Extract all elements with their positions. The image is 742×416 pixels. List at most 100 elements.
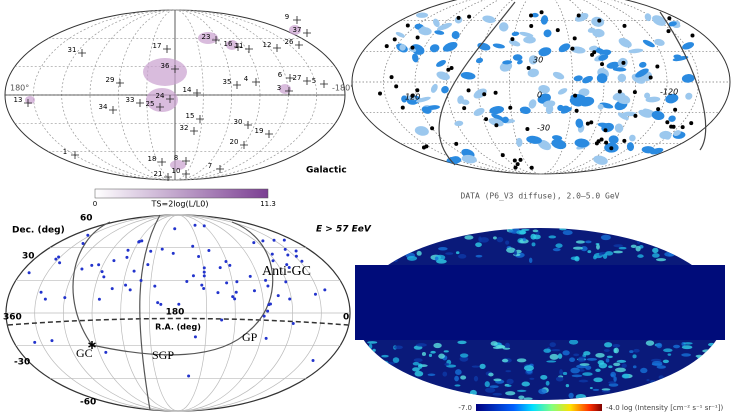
point-source <box>430 126 434 130</box>
intensity-patch <box>683 382 693 387</box>
point-source <box>556 28 560 32</box>
intensity-patch <box>574 256 579 261</box>
event <box>177 303 180 306</box>
intensity-patch <box>572 375 583 378</box>
event <box>312 359 315 362</box>
source-label: 6 <box>278 71 283 79</box>
intensity-patch <box>411 377 417 381</box>
gp-label: GP <box>242 330 258 344</box>
intensity-patch <box>652 248 658 253</box>
intensity-patch <box>590 387 593 389</box>
event <box>124 284 127 287</box>
intensity-patch <box>711 232 715 236</box>
point-source <box>622 139 626 143</box>
intensity-patch <box>464 235 473 239</box>
event <box>261 239 264 242</box>
event <box>194 224 197 227</box>
event <box>286 253 289 256</box>
masked-band <box>355 265 725 340</box>
intensity-patch <box>548 235 556 238</box>
event <box>269 303 272 306</box>
intensity-patch <box>666 394 670 396</box>
event <box>191 245 194 248</box>
intensity-patch <box>555 243 562 248</box>
intensity-patch <box>505 370 511 372</box>
source-label: 9 <box>285 13 289 21</box>
intensity-patch <box>710 392 716 397</box>
ra-label: 0 <box>343 313 349 323</box>
intensity-patch <box>407 256 417 261</box>
intensity-patch <box>529 378 534 380</box>
event <box>54 258 57 261</box>
point-source <box>393 37 397 41</box>
intensity-patch <box>438 354 445 359</box>
intensity-patch <box>457 227 465 232</box>
event <box>173 227 176 230</box>
point-source <box>519 158 523 162</box>
event <box>203 274 206 277</box>
intensity-patch <box>408 230 416 234</box>
event <box>292 322 295 325</box>
point-source <box>406 23 410 27</box>
intensity-patch <box>369 260 378 263</box>
intensity-patch <box>613 376 616 382</box>
source-label: 36 <box>161 62 170 70</box>
source-label: 21 <box>154 170 163 178</box>
panel-galactic: 3117231611123792636293546275313343325241… <box>5 10 354 209</box>
intensity-patch <box>411 380 415 384</box>
point-source <box>633 114 637 118</box>
intensity-patch <box>393 253 397 256</box>
intensity-patch <box>350 352 359 358</box>
dec-label: -30 <box>14 358 30 368</box>
source-label: 3 <box>277 84 281 92</box>
intensity-patch <box>709 389 715 394</box>
intensity-patch <box>387 378 392 384</box>
intensity-patch <box>695 226 704 231</box>
intensity-patch <box>356 378 360 382</box>
event <box>273 239 276 242</box>
intensity-patch <box>415 371 424 377</box>
point-source <box>689 121 693 125</box>
point-source <box>424 144 428 148</box>
event <box>266 284 269 287</box>
source-label: 4 <box>244 75 249 83</box>
intensity-patch <box>412 393 419 395</box>
event <box>140 279 143 282</box>
colorbar-title: TS=2log(L/L0) <box>151 200 209 209</box>
intensity-patch <box>368 381 372 385</box>
event <box>156 301 159 304</box>
intensity-patch <box>397 239 408 244</box>
intensity-patch <box>538 389 547 395</box>
event <box>284 280 287 283</box>
intensity-patch <box>488 228 491 232</box>
intensity-patch <box>660 394 666 398</box>
point-source <box>633 90 637 94</box>
intensity-patch <box>678 227 686 229</box>
event <box>194 335 197 338</box>
intensity-patch <box>705 394 712 397</box>
event <box>249 275 252 278</box>
event <box>284 248 287 251</box>
intensity-patch <box>454 376 459 382</box>
event <box>101 270 104 273</box>
intensity-patch <box>596 244 600 249</box>
intensity-patch <box>643 239 652 243</box>
intensity-patch <box>705 376 715 381</box>
intensity-patch <box>657 242 667 246</box>
intensity-patch <box>700 246 704 251</box>
intensity-patch <box>580 363 590 366</box>
intensity-patch <box>715 242 723 245</box>
intensity-patch <box>417 251 422 256</box>
event <box>295 255 298 258</box>
event <box>314 293 317 296</box>
intensity-patch <box>356 372 366 378</box>
intensity-patch <box>392 253 401 257</box>
intensity-patch <box>697 365 704 371</box>
intensity-patch <box>367 341 377 344</box>
intensity-patch <box>655 243 658 245</box>
source-cross <box>293 16 301 24</box>
intensity-patch <box>431 230 435 232</box>
intensity-patch <box>607 356 613 358</box>
intensity-patch <box>395 388 405 393</box>
source-label: 12 <box>263 41 272 49</box>
